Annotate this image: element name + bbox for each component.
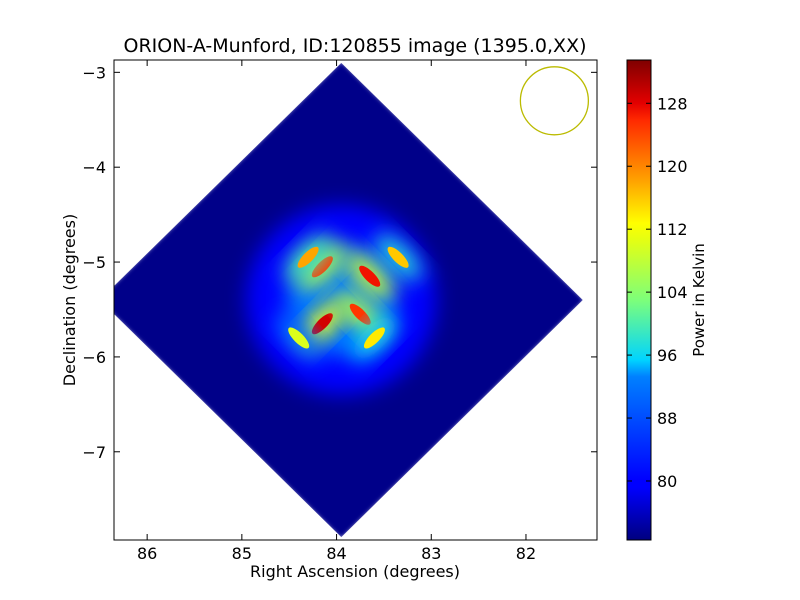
emission-feature — [387, 246, 409, 268]
colorbar-tick-label: 112 — [657, 220, 688, 239]
y-tick-label: −3 — [82, 63, 106, 82]
axes-frame — [113, 59, 598, 541]
x-axis-ticks: 86 85 84 83 82 — [137, 60, 536, 563]
heatmap — [114, 62, 583, 538]
y-axis-ticks: −3 −4 −5 −6 −7 — [82, 63, 597, 462]
y-tick-label: −7 — [82, 443, 106, 462]
colorbar-title: Power in Kelvin — [690, 243, 708, 357]
colorbar-ticks: 80 88 96 104 112 120 128 — [627, 94, 688, 491]
heatmap-map — [114, 62, 583, 538]
x-tick-label: 84 — [326, 544, 346, 563]
colorbar — [626, 59, 652, 541]
x-tick-label: 82 — [516, 544, 536, 563]
emission-feature — [288, 327, 310, 349]
emission-features — [275, 234, 421, 361]
colorbar-tick-label: 88 — [657, 409, 677, 428]
y-axis-title: Declination (degrees) — [60, 214, 79, 386]
beam-circle — [519, 66, 590, 136]
colorbar-tick-label: 128 — [657, 94, 688, 113]
x-tick-label: 83 — [421, 544, 441, 563]
emission-feature — [311, 313, 333, 335]
colorbar-tick-label: 80 — [657, 472, 677, 491]
colorbar-tick-label: 96 — [657, 346, 677, 365]
emission-feature — [363, 327, 385, 349]
emission-feature — [311, 256, 333, 278]
x-axis-title: Right Ascension (degrees) — [250, 562, 460, 581]
y-tick-label: −4 — [82, 158, 106, 177]
x-tick-label: 86 — [137, 544, 157, 563]
y-tick-label: −6 — [82, 348, 106, 367]
colorbar-tick-label: 120 — [657, 157, 688, 176]
y-tick-label: −5 — [82, 253, 106, 272]
emission-feature — [359, 265, 381, 287]
x-tick-label: 85 — [232, 544, 252, 563]
chart-title: ORION-A-Munford, ID:120855 image (1395.0… — [123, 35, 586, 57]
emission-feature — [297, 246, 319, 268]
emission-feature — [349, 303, 371, 325]
colorbar-tick-label: 104 — [657, 283, 688, 302]
